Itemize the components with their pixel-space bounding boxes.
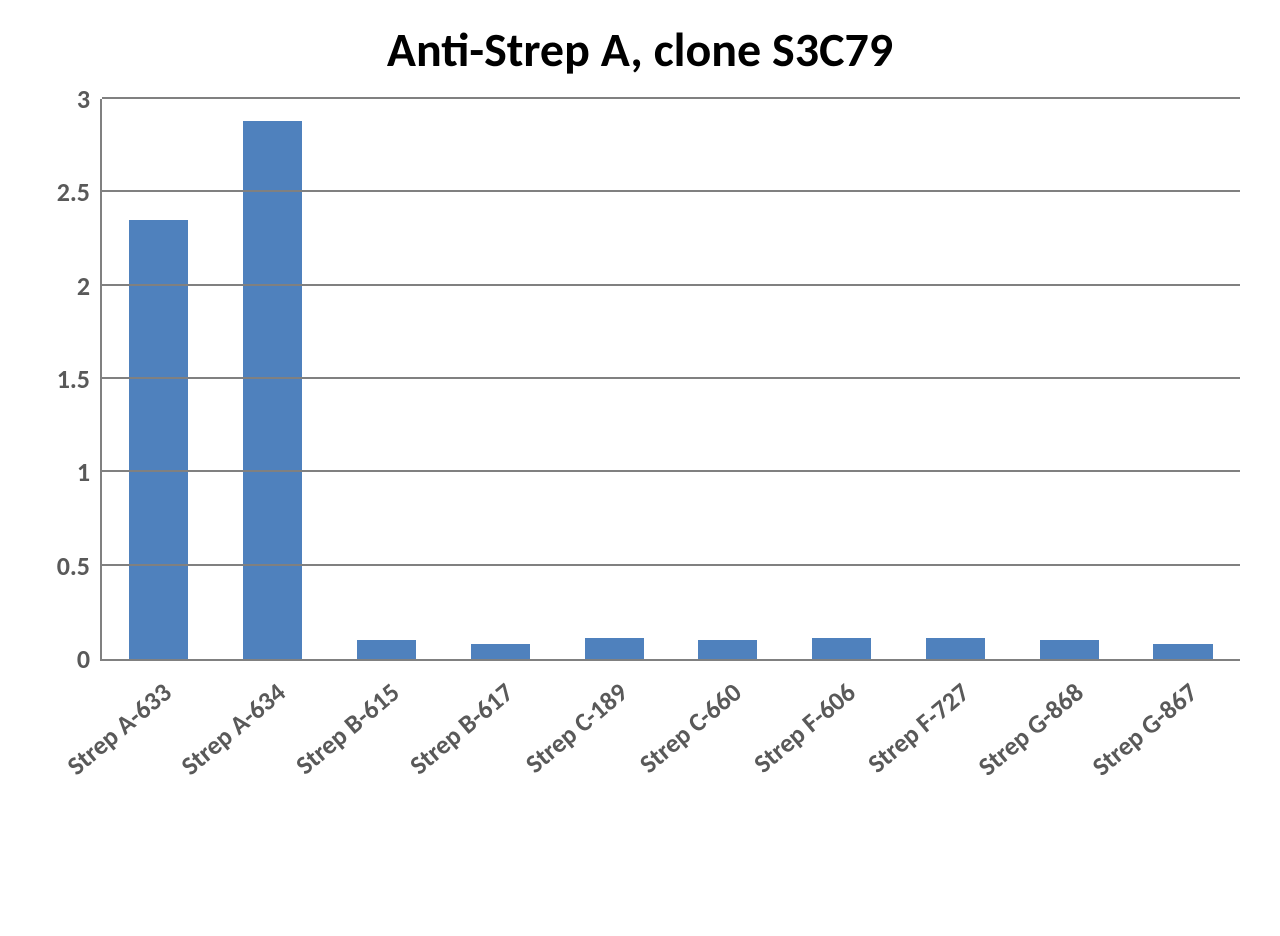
x-tick-label: Strep A-633 [60,676,177,782]
bar-slot [899,99,1013,659]
gridline [102,470,1240,472]
y-tick-label: 1.5 [57,363,90,395]
bar-slot [1126,99,1240,659]
chart-container: Anti-Strep A, clone S3C79 00.511.522.53 … [40,20,1240,841]
bar [812,638,871,659]
gridline [102,377,1240,379]
y-tick-label: 0 [77,643,90,675]
bars-group [102,99,1240,659]
y-axis: 00.511.522.53 [40,99,100,659]
bar [698,640,757,659]
gridline [102,97,1240,99]
chart-title: Anti-Strep A, clone S3C79 [40,20,1240,79]
bar-slot [330,99,444,659]
bar-slot [443,99,557,659]
y-tick-label: 2 [77,270,90,302]
bar [1153,644,1212,659]
x-label-slot: Strep G-867 [1126,661,1240,841]
bar-slot [671,99,785,659]
y-tick-label: 2.5 [57,176,90,208]
gridline [102,284,1240,286]
plot-wrap: 00.511.522.53 [40,99,1240,661]
bar-slot [785,99,899,659]
bar-slot [557,99,671,659]
bar-slot [216,99,330,659]
gridline [102,190,1240,192]
bar [471,644,530,659]
bar [129,220,188,659]
bar-slot [102,99,216,659]
y-tick-label: 0.5 [57,550,90,582]
bar [243,121,302,659]
bar [1040,640,1099,659]
bar [357,640,416,659]
x-axis: Strep A-633Strep A-634Strep B-615Strep B… [100,661,1240,841]
plot-area [100,99,1240,661]
bar [926,638,985,659]
bar-slot [1012,99,1126,659]
y-tick-label: 3 [77,83,90,115]
bar [585,638,644,659]
gridline [102,564,1240,566]
y-tick-label: 1 [77,456,90,488]
